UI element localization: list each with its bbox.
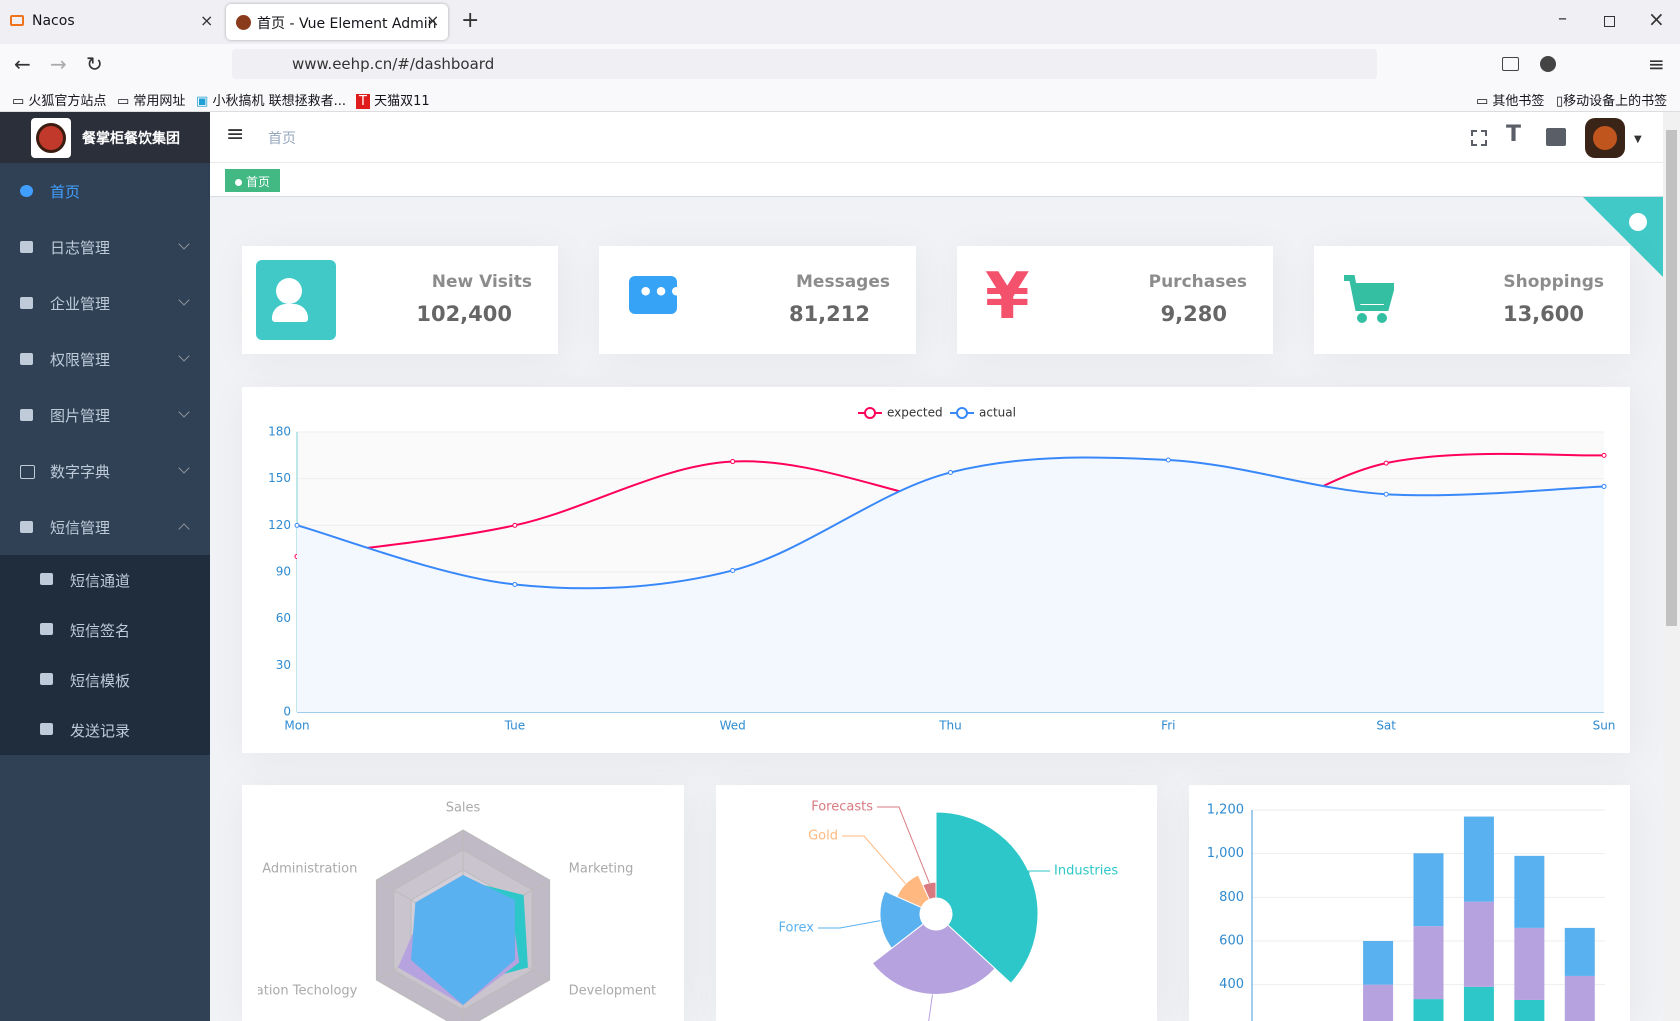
navbar: ≡ 首页 T ▼ — [210, 112, 1663, 163]
breadcrumb: 首页 — [268, 131, 296, 147]
bookmark[interactable]: ▭ 其他书签 — [1476, 94, 1545, 109]
chart-panel — [1189, 785, 1630, 1021]
tab-title[interactable]: Nacos — [32, 13, 75, 29]
url-box[interactable]: www.eehp.cn/#/dashboard — [232, 49, 1377, 79]
scroll-thumb[interactable] — [1666, 130, 1677, 626]
bookmark[interactable]: ▯移动设备上的书签 — [1556, 94, 1668, 109]
submenu-text[interactable]: 发送记录 — [70, 722, 131, 740]
bookmark-text[interactable]: 其他书签 — [1492, 94, 1545, 109]
panel-icon — [256, 260, 336, 340]
chart-panel — [716, 785, 1157, 1021]
ext-icon[interactable] — [1540, 56, 1556, 72]
menu-text[interactable]: 权限管理 — [50, 351, 111, 369]
menu-item[interactable]: 日志管理 — [0, 219, 210, 275]
menu[interactable]: ≡ — [1648, 52, 1665, 76]
nav-bar: ← → ↻ www.eehp.cn/#/dashboard ≡ — [0, 44, 1680, 86]
logo-title: 餐掌柜餐饮集团 — [82, 131, 180, 147]
panel-value: 102,400 — [416, 302, 512, 326]
panel-icon: ••• — [629, 276, 684, 314]
tag-text[interactable]: 首页 — [246, 175, 271, 189]
menu-item[interactable]: 企业管理 — [0, 275, 210, 331]
bookmark-text[interactable]: 小秋搞机 联想拯救者... — [212, 94, 346, 109]
bookmark[interactable]: ▭ 常用网址 — [117, 94, 186, 109]
bookmarks-bar: ▭ 火狐官方站点 ▭ 常用网址 ▣ 小秋搞机 联想拯救者... T 天猫双11 … — [0, 86, 1680, 112]
submenu-item[interactable]: 短信通道 — [0, 555, 210, 605]
tab-close[interactable]: × — [426, 11, 440, 30]
tag[interactable]: 首页 — [225, 169, 280, 192]
maximize[interactable] — [1604, 16, 1615, 27]
menu-item[interactable]: 数字字典 — [0, 443, 210, 499]
panel-value: 9,280 — [1160, 302, 1227, 326]
fullscreen[interactable] — [1471, 130, 1487, 146]
bookmark[interactable]: ▭ 火狐官方站点 — [12, 94, 107, 109]
panel-value: 81,212 — [788, 302, 870, 326]
panel-icon: ¥ — [985, 260, 1030, 334]
bookmark[interactable]: ▣ 小秋搞机 联想拯救者... — [196, 94, 346, 109]
tab-close[interactable]: × — [200, 11, 214, 30]
menu-item[interactable]: 权限管理 — [0, 331, 210, 387]
panel[interactable]: ••• Messages 81,212 — [599, 246, 916, 354]
menu-text[interactable]: 日志管理 — [50, 239, 111, 257]
lang-select[interactable] — [1546, 128, 1566, 146]
caret[interactable]: ▼ — [1634, 134, 1642, 145]
tab-icon — [10, 15, 24, 26]
minimize[interactable]: – — [1558, 8, 1567, 29]
bookmark[interactable]: T 天猫双11 — [356, 90, 430, 109]
panel-label: Purchases — [1148, 272, 1247, 292]
github-corner[interactable] — [1583, 197, 1663, 277]
menu-text[interactable]: 数字字典 — [50, 463, 111, 481]
menu-text[interactable]: 短信管理 — [50, 519, 111, 537]
submenu: 短信通道 短信签名 短信模板 发送记录 — [0, 555, 210, 755]
logo-image — [31, 118, 71, 158]
bookmark-text[interactable]: 天猫双11 — [374, 94, 430, 109]
submenu-text[interactable]: 短信通道 — [70, 572, 131, 590]
chart-panel — [242, 785, 684, 1021]
active-tab[interactable]: 首页 - Vue Element Admin × — [226, 4, 448, 40]
panel-value: 13,600 — [1502, 302, 1584, 326]
panel-label: New Visits — [431, 272, 532, 292]
submenu-text[interactable]: 短信签名 — [70, 622, 131, 640]
forward[interactable]: → — [50, 52, 67, 76]
submenu-item[interactable]: 短信签名 — [0, 605, 210, 655]
tags-view: 首页 — [210, 163, 1663, 197]
size-select[interactable]: T — [1506, 122, 1522, 147]
panel-label: Shoppings — [1503, 272, 1604, 292]
logo: 餐掌柜餐饮集团 — [0, 112, 210, 163]
back[interactable]: ← — [14, 52, 31, 76]
menu-item[interactable]: 短信管理 — [0, 499, 210, 555]
menu-text[interactable]: 首页 — [50, 183, 81, 201]
submenu-item[interactable]: 短信模板 — [0, 655, 210, 705]
tab-bar: Nacos × 首页 - Vue Element Admin × + – × — [0, 0, 1680, 44]
menu-text[interactable]: 企业管理 — [50, 295, 111, 313]
menu-text[interactable]: 图片管理 — [50, 407, 111, 425]
bookmark-text[interactable]: 火狐官方站点 — [28, 94, 107, 109]
tab-title: 首页 - Vue Element Admin — [257, 16, 437, 32]
reader-icon[interactable] — [1502, 57, 1519, 71]
tab-icon — [236, 15, 251, 30]
hamburger[interactable]: ≡ — [226, 122, 245, 147]
menu-item[interactable]: 首页 — [0, 163, 210, 219]
menu-item[interactable]: 图片管理 — [0, 387, 210, 443]
panel-label: Messages — [796, 272, 890, 292]
new-tab[interactable]: + — [461, 8, 480, 33]
panel[interactable]: ¥ Purchases 9,280 — [957, 246, 1273, 354]
reload[interactable]: ↻ — [86, 52, 103, 76]
panel-icon — [1344, 275, 1394, 323]
submenu-text[interactable]: 短信模板 — [70, 672, 131, 690]
bookmark-text[interactable]: 移动设备上的书签 — [1563, 94, 1668, 109]
bookmark-text[interactable]: 常用网址 — [133, 94, 186, 109]
panel[interactable]: New Visits 102,400 — [242, 246, 558, 354]
url[interactable]: www.eehp.cn/#/dashboard — [292, 55, 495, 73]
chart-panel — [242, 387, 1630, 753]
submenu-item[interactable]: 发送记录 — [0, 705, 210, 755]
close-window[interactable]: × — [1648, 7, 1665, 31]
avatar[interactable] — [1585, 118, 1625, 158]
scrollbar[interactable] — [1663, 112, 1680, 1021]
sidebar: 餐掌柜餐饮集团 首页 日志管理 企业管理 权限管理 图片管理 数字字典 短信管理… — [0, 112, 210, 1021]
panel[interactable]: Shoppings 13,600 — [1314, 246, 1630, 354]
